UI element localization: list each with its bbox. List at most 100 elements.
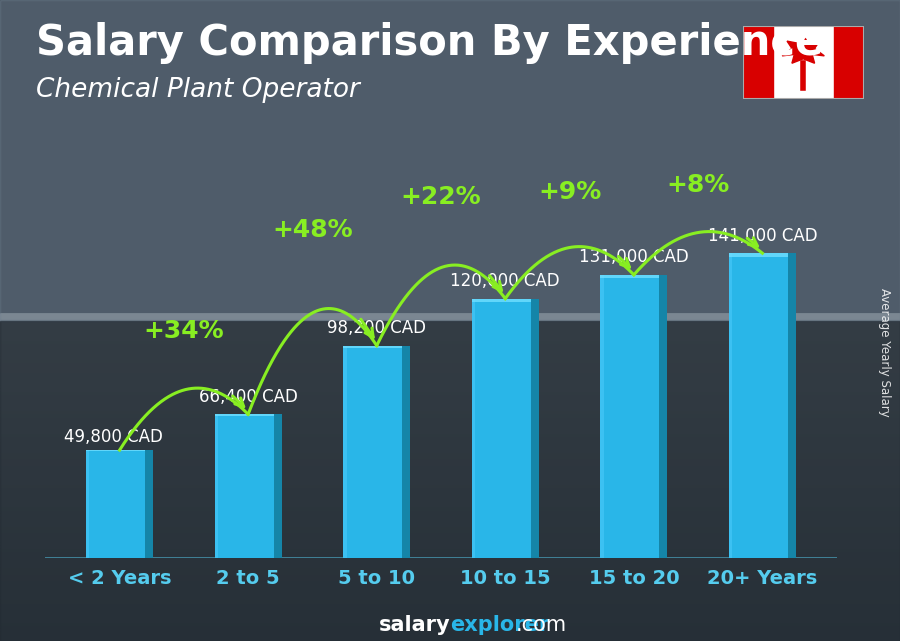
Bar — [0, 317, 900, 320]
Text: 49,800 CAD: 49,800 CAD — [64, 428, 163, 446]
Bar — [0, 554, 900, 558]
Bar — [660, 275, 667, 558]
Bar — [0, 317, 900, 320]
Bar — [0, 315, 900, 318]
Text: +22%: +22% — [400, 185, 482, 209]
Bar — [0, 320, 900, 324]
Bar — [0, 471, 900, 474]
Bar — [0, 603, 900, 606]
Bar — [0, 439, 900, 442]
Bar — [0, 583, 900, 587]
Bar — [0, 317, 900, 320]
Bar — [0, 365, 900, 369]
Bar — [0, 558, 900, 561]
Bar — [0, 315, 900, 319]
Bar — [0, 349, 900, 353]
Bar — [788, 253, 796, 558]
Bar — [0, 314, 900, 317]
Bar — [0, 315, 900, 319]
Bar — [0, 316, 900, 319]
Bar — [0, 316, 900, 319]
Bar — [0, 317, 900, 320]
Bar — [0, 315, 900, 318]
Bar — [0, 315, 900, 318]
Bar — [0, 420, 900, 423]
Bar — [0, 317, 900, 320]
Bar — [0, 315, 900, 318]
Text: +8%: +8% — [667, 172, 730, 197]
Bar — [0, 346, 900, 349]
Bar — [0, 484, 900, 487]
Bar — [0, 315, 900, 318]
Bar — [0, 317, 900, 320]
Bar — [0, 314, 900, 317]
Bar — [0, 519, 900, 522]
Bar — [0, 316, 900, 319]
Bar — [0, 314, 900, 317]
Bar — [0, 465, 900, 468]
Bar — [0, 315, 900, 319]
Bar — [0, 316, 900, 319]
Bar — [0, 404, 900, 407]
Bar — [0, 314, 900, 317]
Bar — [0, 316, 900, 319]
Bar — [0, 0, 900, 320]
Bar — [0, 315, 900, 319]
Bar — [0, 548, 900, 551]
Bar — [0, 545, 900, 548]
Bar — [0, 317, 900, 320]
Bar — [215, 414, 274, 416]
Bar — [0, 315, 900, 318]
Bar — [0, 315, 900, 318]
Bar — [0, 317, 900, 320]
Bar — [0, 455, 900, 458]
Bar — [0, 315, 900, 319]
Bar — [0, 315, 900, 318]
Bar — [0, 315, 900, 318]
Bar — [0, 587, 900, 590]
Text: 98,200 CAD: 98,200 CAD — [328, 319, 427, 337]
Bar — [0, 315, 900, 318]
Bar — [0, 442, 900, 445]
Bar — [0, 372, 900, 375]
Bar — [0, 317, 900, 320]
Bar — [0, 316, 900, 319]
Bar — [0, 317, 900, 320]
Bar — [0, 535, 900, 538]
Bar — [0, 315, 900, 319]
Bar — [0, 315, 900, 319]
Text: 131,000 CAD: 131,000 CAD — [579, 248, 688, 266]
Bar — [0, 631, 900, 635]
Bar — [0, 315, 900, 319]
Bar — [0, 567, 900, 570]
Bar — [0, 317, 900, 320]
Bar — [0, 315, 900, 318]
Bar — [0, 337, 900, 340]
Bar — [0, 526, 900, 529]
Bar — [0, 375, 900, 378]
Bar — [0, 317, 900, 320]
Bar — [0, 497, 900, 500]
Bar — [0, 609, 900, 612]
Text: Salary Comparison By Experience: Salary Comparison By Experience — [36, 22, 824, 65]
Bar — [0, 429, 900, 433]
Bar — [0, 426, 900, 429]
Bar — [0, 315, 900, 319]
Bar — [0, 316, 900, 319]
Bar — [0, 529, 900, 532]
Bar — [0, 317, 900, 320]
Bar — [0, 356, 900, 359]
Bar — [0, 625, 900, 628]
Bar — [0, 474, 900, 478]
Bar — [0, 315, 900, 318]
Bar — [0, 317, 900, 320]
Bar — [0, 494, 900, 497]
Bar — [0, 401, 900, 404]
Bar — [0, 315, 900, 319]
Bar — [0, 317, 900, 320]
Bar — [0, 577, 900, 580]
Text: salary: salary — [378, 615, 450, 635]
Bar — [0, 638, 900, 641]
Bar — [0, 316, 900, 319]
Bar — [0, 317, 900, 320]
